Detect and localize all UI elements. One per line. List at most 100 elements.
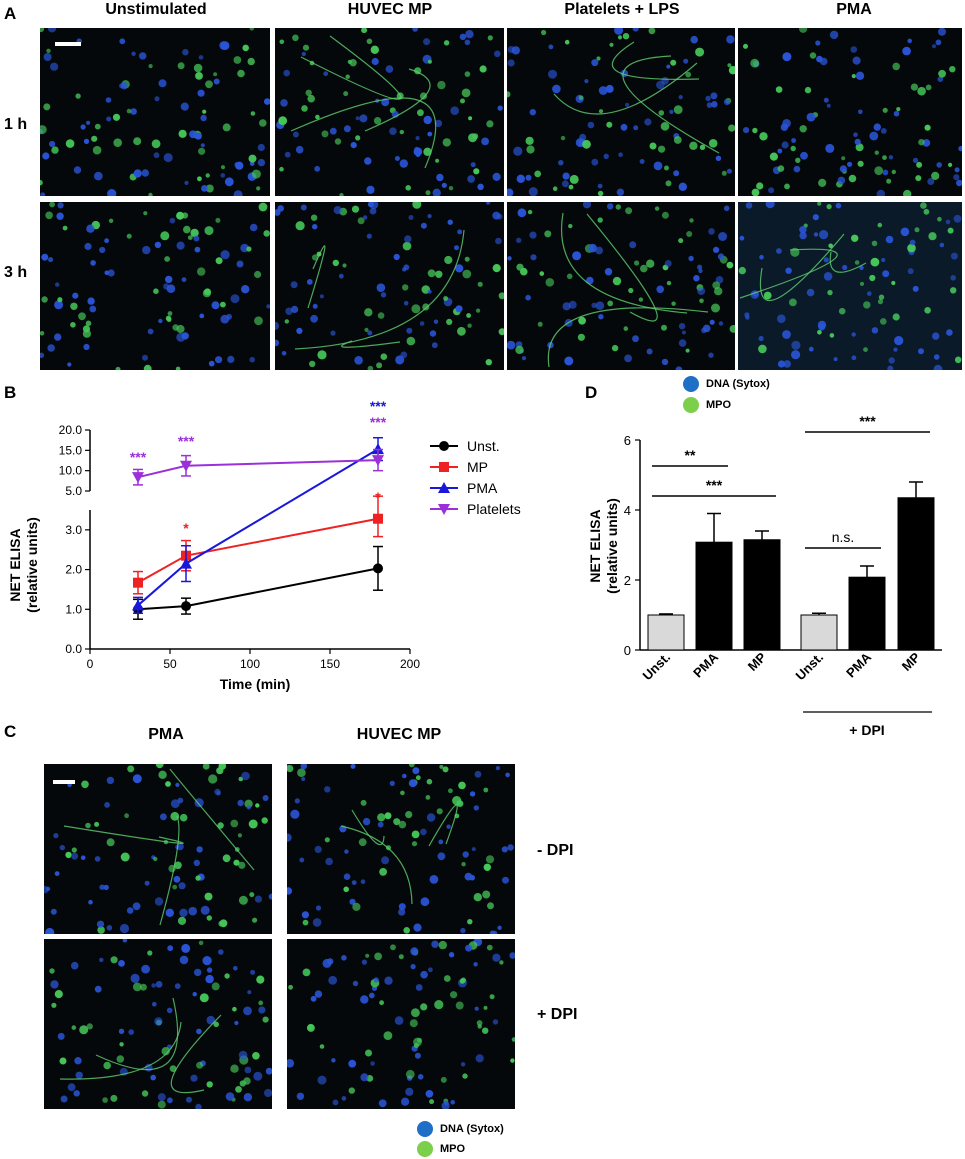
micrograph-huvec-mp-3h — [275, 202, 504, 370]
y-tick-label: 0.0 — [65, 642, 82, 656]
y-tick-label: 20.0 — [59, 423, 83, 437]
data-point — [438, 482, 450, 493]
y-tick-label: 4 — [624, 503, 631, 518]
micrograph-cells — [743, 28, 962, 196]
legend-label: Unst. — [467, 438, 500, 454]
legend-dna-label: DNA (Sytox) — [706, 378, 770, 390]
data-point — [372, 455, 384, 467]
category-label: Unst. — [640, 650, 674, 684]
category-label: PMA — [843, 649, 874, 680]
micrograph-unstimulated-3h — [40, 202, 270, 370]
significance-label: ** — [685, 447, 696, 463]
y-axis-label-units: (relative units) — [24, 517, 40, 613]
bar — [647, 614, 685, 651]
c-col-head-pma: PMA — [148, 726, 184, 743]
dna-swatch-icon — [683, 376, 699, 392]
micrograph-unstimulated-1h — [40, 28, 270, 196]
legend-dna-top: DNA (Sytox) — [683, 376, 770, 392]
micrograph-cells — [287, 764, 514, 934]
x-tick-label: 0 — [87, 657, 94, 671]
bar — [800, 614, 838, 651]
col-head-platelets-lps: Platelets + LPS — [564, 1, 680, 18]
data-point — [373, 513, 383, 524]
legend-label: PMA — [467, 480, 498, 496]
dna-swatch-icon — [417, 1121, 433, 1137]
panel-a-letter: A — [4, 4, 17, 23]
micrograph-c-huvec-minus-dpi — [287, 764, 515, 934]
micrograph-cells — [49, 939, 272, 1109]
micrograph-platelets-lps-3h — [507, 202, 735, 370]
category-label: MP — [745, 649, 770, 674]
scale-bar-a — [55, 42, 81, 46]
bar — [695, 541, 733, 651]
micrograph-c-pma-plus-dpi — [44, 939, 272, 1109]
bar — [897, 497, 935, 651]
x-tick-label: 100 — [240, 657, 260, 671]
category-label: Unst. — [793, 650, 827, 684]
micrograph-cells — [507, 202, 735, 370]
chart-b: 0.0 1.0 2.0 3.0 5.0 10.0 15.0 20.0 0 50 100 150 200 T… — [7, 398, 521, 692]
x-tick-label: 200 — [400, 657, 420, 671]
micrograph-c-pma-minus-dpi — [44, 764, 272, 934]
y-axis-label: NET ELISA — [587, 509, 603, 582]
data-point — [373, 563, 383, 574]
col-head-unstimulated: Unstimulated — [105, 1, 207, 18]
legend-mpo-label: MPO — [440, 1143, 466, 1155]
significance-label: *** — [370, 398, 387, 414]
legend-label: Platelets — [467, 501, 521, 517]
micrograph-cells — [738, 202, 962, 370]
scale-bar-c — [53, 780, 75, 784]
micrograph-huvec-mp-1h — [275, 28, 504, 196]
c-row-head-minus-dpi: - DPI — [537, 842, 574, 859]
significance-label: n.s. — [832, 529, 855, 545]
bar — [848, 576, 886, 651]
data-point — [181, 601, 191, 612]
group-label: + DPI — [849, 722, 884, 738]
significance-label: * — [183, 520, 189, 536]
legend-mpo-bottom: MPO — [417, 1141, 465, 1157]
micrograph-platelets-lps-1h — [507, 28, 735, 196]
significance-label: * — [375, 489, 381, 505]
y-tick-label: 1.0 — [65, 602, 82, 616]
mpo-swatch-icon — [417, 1141, 433, 1157]
x-tick-label: 50 — [163, 657, 177, 671]
row-head-1h: 1 h — [4, 116, 28, 133]
series-line — [137, 459, 379, 479]
y-tick-label: 5.0 — [65, 484, 82, 498]
data-point — [132, 599, 144, 611]
category-label: PMA — [690, 649, 721, 680]
data-point — [180, 460, 192, 472]
y-axis-label-units: (relative units) — [604, 498, 620, 594]
c-row-head-plus-dpi: + DPI — [537, 1006, 578, 1023]
micrograph-pma-3h — [738, 202, 962, 370]
data-point — [438, 504, 450, 515]
y-tick-label: 6 — [624, 433, 631, 448]
micrograph-c-huvec-plus-dpi — [287, 939, 515, 1109]
legend-dna-label: DNA (Sytox) — [440, 1123, 504, 1135]
data-point — [132, 472, 144, 484]
micrograph-cells — [287, 939, 515, 1109]
legend-dna-bottom: DNA (Sytox) — [417, 1121, 504, 1137]
y-tick-label: 15.0 — [59, 443, 83, 457]
data-point — [439, 441, 449, 451]
micrograph-cells — [44, 764, 272, 934]
data-point — [372, 443, 384, 455]
panel-b-letter: B — [4, 383, 17, 402]
significance-label: *** — [859, 413, 876, 429]
y-tick-label: 3.0 — [65, 523, 82, 537]
x-tick-label: 150 — [320, 657, 340, 671]
significance-label: *** — [370, 414, 387, 430]
bar — [743, 539, 781, 651]
col-head-huvec-mp: HUVEC MP — [347, 1, 433, 18]
y-axis-label: NET ELISA — [7, 528, 23, 601]
significance-label: *** — [706, 477, 723, 493]
col-head-pma: PMA — [836, 1, 872, 18]
y-tick-label: 10.0 — [59, 464, 83, 478]
y-tick-label: 2.0 — [65, 563, 82, 577]
micrograph-cells — [40, 28, 270, 196]
series-line — [137, 448, 379, 607]
significance-label: *** — [130, 449, 147, 465]
micrograph-cells — [40, 202, 270, 370]
category-label: MP — [899, 649, 924, 674]
significance-label: *** — [178, 433, 195, 449]
